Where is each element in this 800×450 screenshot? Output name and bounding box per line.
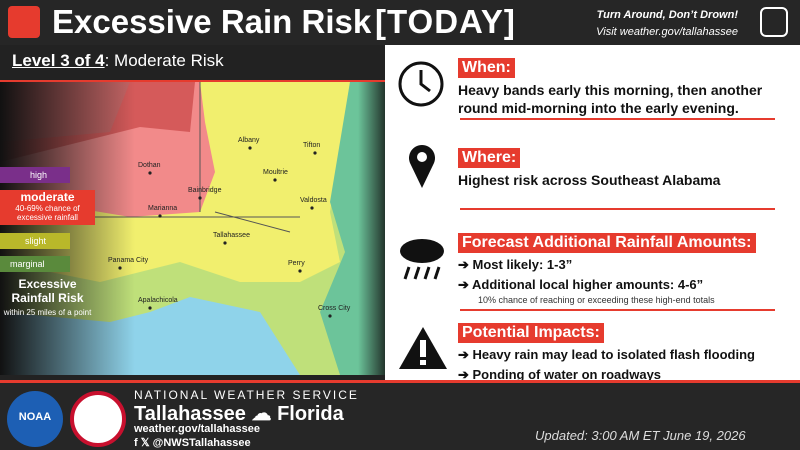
section-bullet: Most likely: 1-3”: [458, 256, 788, 273]
rule: [0, 380, 800, 383]
rule: [460, 118, 775, 120]
section-head: When:: [458, 58, 515, 78]
level-line: Level 3 of 4: Moderate Risk: [12, 51, 224, 71]
header: Excessive Rain Risk [TODAY] Turn Around,…: [0, 0, 800, 45]
social: f 𝕏 @NWSTallahassee: [134, 437, 251, 449]
legend-marginal: marginal: [0, 256, 70, 272]
rule: [460, 309, 775, 311]
city-label: Marianna: [148, 205, 177, 212]
city-label: Dothan: [138, 162, 161, 169]
section: Where: Highest risk across Southeast Alab…: [458, 148, 788, 189]
level: Level 3 of 4: [12, 51, 105, 70]
city-label: Tifton: [303, 142, 320, 149]
updated: Updated: 3:00 AM ET June 19, 2026: [535, 428, 746, 443]
nws-logo: [70, 391, 126, 447]
city-label: Valdosta: [300, 197, 327, 204]
city-dot: [223, 241, 227, 245]
agency: NATIONAL WEATHER SERVICE: [134, 388, 359, 402]
section: Potential Impacts: Heavy rain may lead to…: [458, 323, 788, 383]
slogan: Turn Around, Don’t Drown!: [596, 9, 738, 21]
web: weather.gov/tallahassee: [134, 423, 260, 435]
section-bullet: Heavy rain may lead to isolated flash fl…: [458, 346, 788, 363]
office: Tallahassee ☁ Florida: [134, 403, 344, 425]
social-handle: @NWSTallahassee: [152, 437, 251, 449]
city-label: Cross City: [318, 305, 351, 312]
section: When: Heavy bands early this morning, the…: [458, 58, 788, 117]
title: Excessive Rain Risk: [52, 3, 372, 40]
section-head: Where:: [458, 148, 521, 168]
city-dot: [148, 171, 152, 175]
city-dot: [298, 269, 302, 273]
rule: [0, 80, 385, 82]
city-label: Albany: [238, 137, 260, 144]
city-label: Perry: [288, 260, 305, 267]
section-note: 10% chance of reaching or exceeding thes…: [478, 295, 715, 305]
section-head: Forecast Additional Rainfall Amounts:: [458, 233, 756, 253]
city-dot: [273, 178, 277, 182]
section-text: Highest risk across Southeast Alabama: [458, 172, 721, 188]
city-label: Bainbridge: [188, 187, 222, 194]
logo-icon: [8, 6, 40, 38]
city-dot: [313, 151, 317, 155]
legend-slight: slight: [0, 233, 70, 249]
legend-moderate-label: moderate: [20, 190, 75, 204]
clock-icon: [398, 61, 444, 107]
city: Tallahassee: [134, 403, 246, 425]
footer: NOAA NATIONAL WEATHER SERVICE Tallahasse…: [0, 383, 800, 450]
section-bullet: Ponding of water on roadways: [458, 366, 788, 383]
city-label: Tallahassee: [213, 232, 250, 239]
visit: Visit weather.gov/tallahassee: [596, 26, 738, 38]
state: Florida: [277, 403, 344, 425]
level-text: : Moderate Risk: [104, 51, 224, 70]
title-tag: [TODAY]: [375, 3, 516, 40]
city-label: Panama City: [108, 257, 149, 264]
legend-high: high: [0, 167, 70, 183]
risk-map: Albany Tifton Dothan Moultrie Bainbridge Vald…: [0, 82, 385, 375]
phone-icon: [760, 7, 788, 37]
legend-note: within 25 miles of a point: [3, 308, 92, 317]
city-dot: [158, 214, 162, 218]
city-dot: [198, 196, 202, 200]
city-dot: [310, 206, 314, 210]
section-head: Potential Impacts:: [458, 323, 604, 343]
city-dot: [148, 306, 152, 310]
section-text: Heavy bands early this morning, then ano…: [458, 82, 763, 116]
noaa-logo: NOAA: [7, 391, 63, 447]
city-dot: [328, 314, 332, 318]
section-bullet: Additional local higher amounts: 4-6”: [458, 276, 788, 293]
pin-icon: [409, 145, 435, 188]
city-dot: [118, 266, 122, 270]
city-label: Apalachicola: [138, 297, 178, 304]
rule: [460, 208, 775, 210]
section: Forecast Additional Rainfall Amounts: Mos…: [458, 233, 788, 305]
warning-icon: [399, 327, 447, 369]
info-panel: When: Heavy bands early this morning, the…: [385, 45, 800, 383]
legend-title: Excessive Rainfall Risk: [11, 277, 84, 305]
legend-moderate-note: 40-69% chance of excessive rainfall: [15, 204, 80, 222]
city-label: Moultrie: [263, 169, 288, 176]
legend-moderate: moderate 40-69% chance of excessive rain…: [0, 190, 95, 225]
city-dot: [248, 146, 252, 150]
rain-icon: [400, 239, 444, 280]
